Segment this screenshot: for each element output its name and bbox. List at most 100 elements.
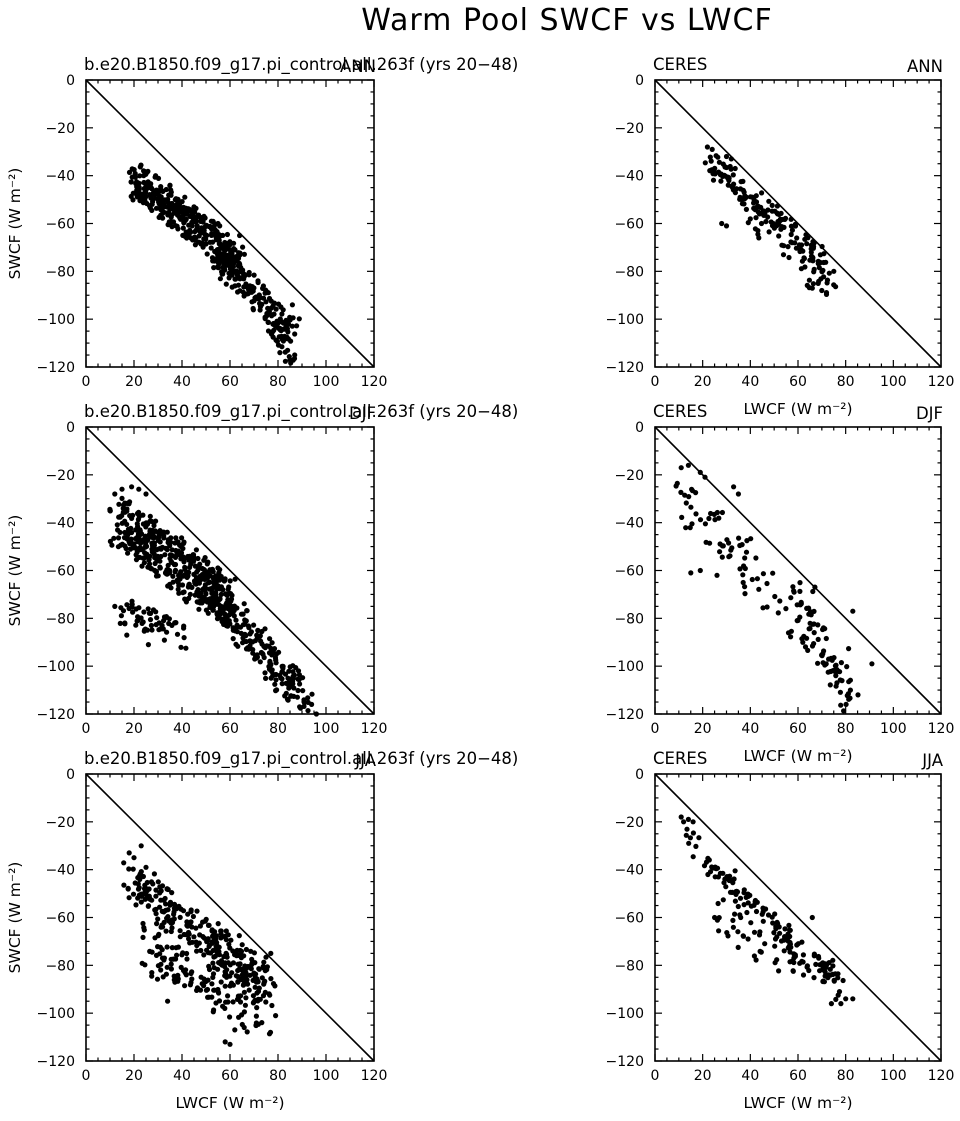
- data-point: [736, 535, 742, 541]
- data-point: [179, 535, 185, 541]
- data-point: [786, 254, 792, 261]
- data-point: [181, 540, 187, 547]
- data-point: [167, 581, 173, 587]
- data-point: [203, 916, 209, 922]
- data-point: [163, 901, 169, 907]
- data-point: [835, 971, 841, 977]
- data-point: [211, 954, 217, 960]
- data-point: [766, 229, 772, 235]
- x-axis-label: LWCF (W m⁻²): [743, 747, 852, 765]
- data-point: [742, 555, 748, 561]
- scatter-panel: 0 20 40 60 80 100 120 0 −20 −40 −60 −80 −100 −120 CERE…: [606, 55, 955, 418]
- data-point: [732, 165, 738, 172]
- data-point: [183, 599, 189, 605]
- data-point: [846, 646, 852, 652]
- data-point: [820, 625, 827, 631]
- data-point: [130, 891, 137, 897]
- y-tick-label: −100: [37, 659, 75, 675]
- data-point: [270, 334, 276, 340]
- data-point: [217, 276, 223, 282]
- data-point: [223, 602, 229, 608]
- data-point: [279, 311, 285, 317]
- data-point: [124, 632, 130, 638]
- data-point: [679, 514, 685, 521]
- data-point: [738, 179, 744, 185]
- data-point: [287, 357, 293, 363]
- data-point: [753, 215, 759, 221]
- data-point: [753, 899, 759, 905]
- data-point: [822, 662, 828, 668]
- data-point: [209, 928, 215, 934]
- data-point: [133, 902, 139, 908]
- data-point: [252, 984, 258, 990]
- data-point: [137, 198, 143, 204]
- data-point: [225, 242, 231, 248]
- data-point: [815, 622, 821, 628]
- data-point: [152, 534, 158, 541]
- data-point: [800, 952, 807, 958]
- data-point: [125, 885, 131, 892]
- data-point: [213, 1000, 219, 1006]
- x-tick-label: 40: [173, 721, 191, 737]
- data-point: [693, 511, 699, 517]
- data-point: [763, 219, 769, 225]
- data-point: [237, 999, 244, 1005]
- data-point: [194, 908, 200, 914]
- data-point: [751, 929, 758, 935]
- data-point: [290, 663, 296, 669]
- data-point: [815, 261, 821, 267]
- data-point: [223, 616, 229, 623]
- data-point: [200, 244, 206, 250]
- data-point: [267, 992, 273, 998]
- data-point: [729, 183, 735, 190]
- data-point: [249, 956, 255, 962]
- data-point: [173, 535, 179, 541]
- y-tick-label: −80: [614, 958, 644, 974]
- data-point: [167, 202, 174, 208]
- data-point: [833, 673, 839, 679]
- x-tick-label: 0: [651, 721, 660, 737]
- data-point: [118, 613, 124, 619]
- data-point: [833, 996, 839, 1003]
- data-point: [153, 173, 159, 179]
- x-tick-label: 60: [221, 374, 239, 390]
- data-point: [688, 504, 694, 510]
- data-point: [243, 995, 249, 1001]
- data-point: [843, 996, 849, 1002]
- x-tick-label: 100: [313, 1068, 340, 1084]
- data-point: [787, 959, 793, 965]
- data-point: [758, 220, 765, 227]
- data-point: [241, 1024, 247, 1031]
- data-point: [805, 647, 811, 654]
- data-point: [756, 586, 762, 592]
- x-tick-label: 120: [928, 374, 955, 390]
- data-point: [696, 835, 702, 841]
- data-point: [145, 564, 151, 570]
- data-point: [209, 598, 215, 604]
- data-point: [277, 327, 283, 333]
- data-point: [802, 264, 808, 270]
- x-tick-label: 20: [125, 374, 143, 390]
- y-tick-label: −80: [45, 264, 75, 280]
- points: [678, 814, 856, 1007]
- data-point: [182, 564, 188, 571]
- data-point: [718, 178, 724, 184]
- data-point: [811, 951, 818, 957]
- data-point: [129, 484, 135, 490]
- data-point: [740, 579, 746, 586]
- data-point: [107, 538, 113, 545]
- data-point: [141, 168, 147, 174]
- data-point: [259, 641, 265, 647]
- data-point: [240, 244, 246, 250]
- data-point: [185, 911, 191, 917]
- data-point: [154, 921, 160, 927]
- data-point: [204, 947, 210, 953]
- data-point: [183, 211, 189, 217]
- data-point: [741, 189, 747, 195]
- data-point: [769, 202, 775, 208]
- data-point: [229, 608, 235, 614]
- data-point: [772, 943, 778, 949]
- y-tick-label: 0: [635, 767, 644, 783]
- data-point: [268, 950, 274, 957]
- data-point: [204, 251, 210, 257]
